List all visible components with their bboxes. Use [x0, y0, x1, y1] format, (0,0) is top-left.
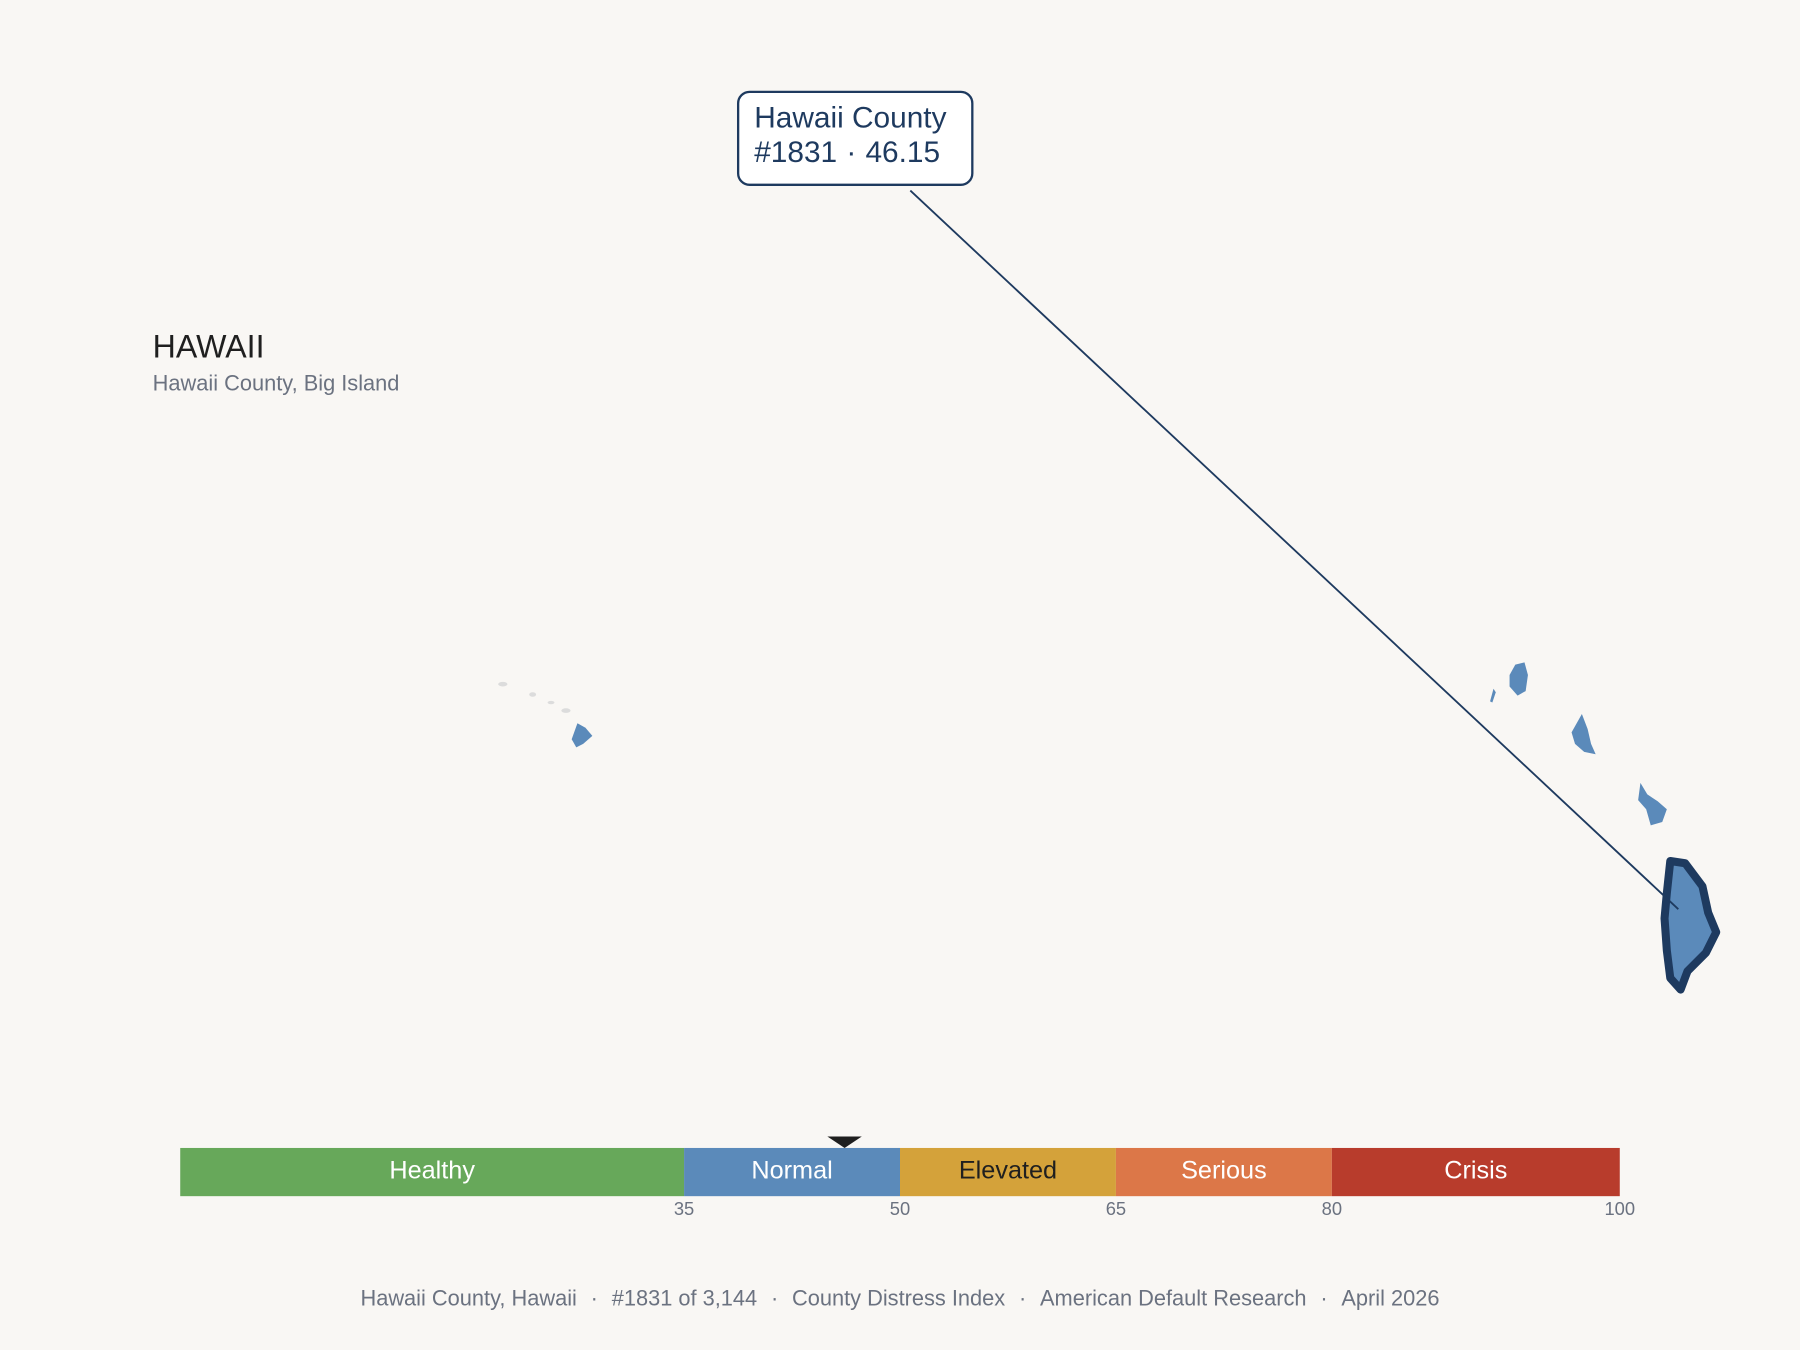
- tick-label: 50: [890, 1198, 910, 1219]
- band-label: Elevated: [959, 1157, 1057, 1185]
- leader-line: [909, 189, 1679, 910]
- scale-band: [1115, 1147, 1332, 1197]
- island: [1571, 714, 1596, 755]
- separator: ·: [771, 1285, 778, 1310]
- tooltip: Hawaii County #1831 · 46.15: [736, 90, 974, 186]
- footer-part: #1831 of 3,144: [612, 1285, 757, 1310]
- scale-bar: Healthy Normal Elevated Serious Crisis 35 50 65…: [180, 1136, 1635, 1219]
- scale-band: [684, 1147, 900, 1197]
- island: [498, 681, 508, 687]
- score-pointer: [827, 1136, 862, 1148]
- county-highlight[interactable]: [1660, 856, 1721, 994]
- scale-band: [1331, 1147, 1620, 1197]
- footer-part: April 2026: [1341, 1285, 1439, 1310]
- tooltip-detail: #1831 · 46.15: [754, 136, 940, 169]
- tick-label: 80: [1322, 1198, 1342, 1219]
- inset-map: [498, 681, 593, 748]
- footer-part: American Default Research: [1040, 1285, 1307, 1310]
- band-label: Healthy: [389, 1157, 475, 1185]
- separator: ·: [1019, 1285, 1026, 1310]
- island: [561, 708, 571, 713]
- separator: ·: [591, 1285, 598, 1310]
- tick-label: 100: [1604, 1198, 1635, 1219]
- tick-label: 65: [1106, 1198, 1126, 1219]
- band-label: Crisis: [1444, 1157, 1507, 1185]
- tooltip-name: Hawaii County: [754, 101, 946, 134]
- subtitle: Hawaii County, Big Island: [153, 370, 400, 395]
- tooltip-box: [736, 90, 974, 186]
- separator: ·: [1320, 1285, 1327, 1310]
- footer-part: County Distress Index: [792, 1285, 1005, 1310]
- separator: ·: [846, 136, 856, 169]
- scale-band: [180, 1147, 685, 1197]
- tooltip-score: 46.15: [865, 136, 940, 169]
- band-label: Serious: [1181, 1157, 1267, 1185]
- scale-band: [900, 1147, 1116, 1197]
- tick-label: 35: [674, 1198, 694, 1219]
- island: [1509, 662, 1528, 696]
- main-map: [1490, 662, 1721, 994]
- island: [547, 700, 555, 705]
- island-highlight: [571, 723, 593, 748]
- island: [1490, 688, 1496, 703]
- state-title: HAWAII: [153, 328, 265, 364]
- band-label: Normal: [751, 1157, 832, 1185]
- tooltip-rank: #1831: [754, 136, 837, 169]
- island: [1638, 782, 1667, 826]
- footer: Hawaii County, Hawaii · #1831 of 3,144 · Cou…: [360, 1285, 1439, 1310]
- island: [529, 692, 537, 697]
- footer-part: Hawaii County, Hawaii: [360, 1285, 576, 1310]
